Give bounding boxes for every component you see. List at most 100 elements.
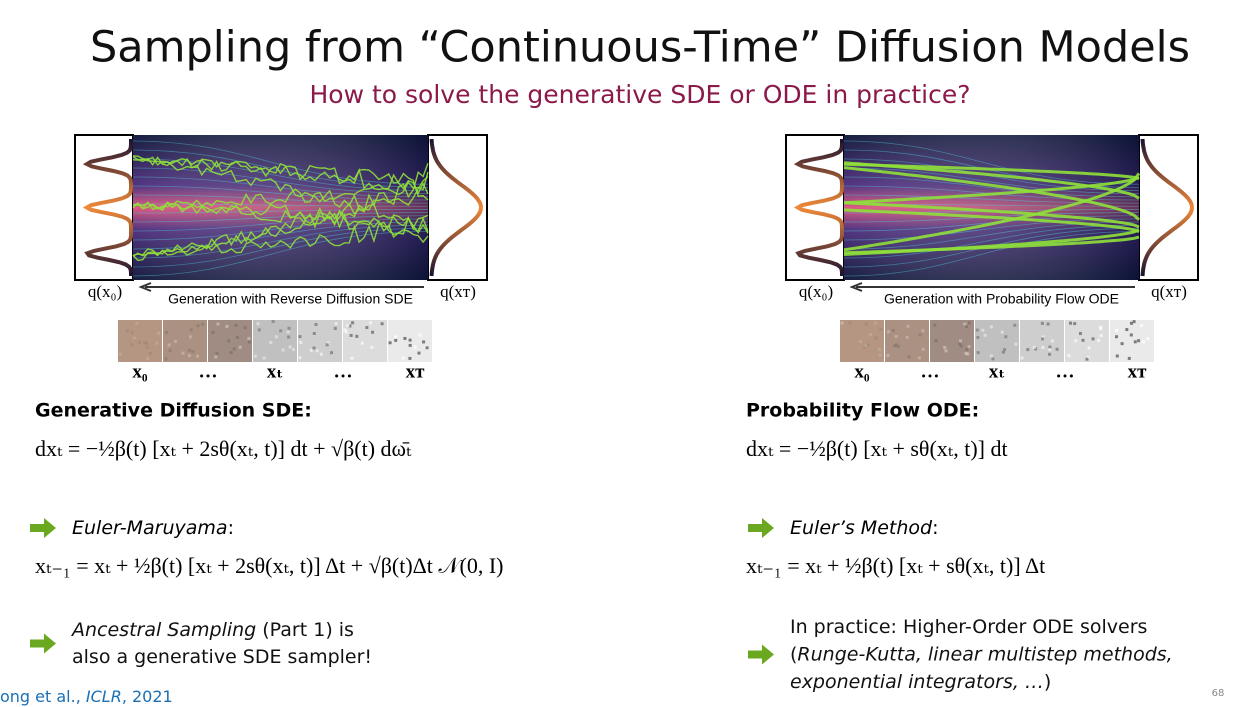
- sample-image: [118, 320, 162, 362]
- image-noise: [877, 347, 881, 351]
- image-noise: [1129, 333, 1133, 337]
- image-noise: [132, 336, 136, 340]
- image-noise: [976, 351, 980, 355]
- image-noise: [271, 320, 275, 324]
- image-noise: [145, 345, 149, 349]
- image-noise: [279, 329, 283, 333]
- image-noise: [1120, 342, 1124, 346]
- image-noise: [346, 324, 350, 328]
- image-noise: [1127, 356, 1131, 360]
- image-noise: [334, 322, 338, 326]
- stream-line: [132, 231, 429, 277]
- density-label: q(x₀): [799, 282, 833, 301]
- sample-path: [843, 235, 1140, 255]
- citation: ong et al., ICLR, 2021: [0, 687, 173, 706]
- image-noise: [413, 345, 417, 349]
- image-noise: [981, 328, 985, 332]
- sample-path: [843, 166, 1141, 221]
- image-noise: [319, 352, 323, 356]
- image-noise: [848, 321, 852, 325]
- image-noise: [235, 336, 239, 340]
- image-noise: [314, 323, 318, 327]
- image-noise: [325, 343, 329, 347]
- image-noise: [401, 356, 405, 360]
- strip-label: x₀: [132, 361, 148, 382]
- stream-line: [132, 227, 429, 268]
- image-noise: [891, 329, 895, 333]
- image-noise: [291, 348, 295, 352]
- stream-line: [132, 218, 429, 241]
- image-noise: [989, 354, 993, 358]
- image-noise: [274, 335, 278, 339]
- image-noise: [309, 348, 313, 352]
- bullet-arrow: [748, 518, 774, 538]
- image-noise: [298, 356, 302, 360]
- image-noise: [333, 326, 337, 330]
- image-noise: [118, 352, 122, 356]
- density-label: q(x₀): [88, 282, 122, 301]
- note-line: Ancestral Sampling (Part 1) is: [70, 619, 354, 641]
- sample-path: [132, 171, 429, 210]
- image-noise: [967, 345, 971, 349]
- image-noise: [895, 343, 899, 347]
- image-noise: [418, 333, 422, 337]
- image-noise: [934, 339, 938, 343]
- image-noise: [155, 341, 159, 345]
- image-noise: [326, 341, 330, 345]
- stream-line: [132, 140, 429, 185]
- image-noise: [1078, 332, 1082, 336]
- stream-line: [132, 194, 429, 204]
- image-noise: [1085, 357, 1089, 361]
- bullet-arrow: [30, 518, 56, 538]
- stream-line: [843, 167, 1140, 195]
- image-noise: [343, 328, 347, 332]
- image-noise: [905, 335, 909, 339]
- sample-path: [132, 155, 429, 195]
- update-equation: xₜ₋₁ = xₜ + ½β(t) [xₜ + 2sθ(xₜ, t)] Δt +…: [35, 553, 503, 578]
- image-noise: [380, 322, 384, 326]
- stream-line: [132, 185, 429, 201]
- image-noise: [351, 321, 355, 325]
- image-noise: [288, 345, 292, 349]
- section-heading: Generative Diffusion SDE:: [35, 400, 312, 422]
- text-segment: ICLR: [86, 687, 122, 706]
- image-noise: [1086, 355, 1090, 359]
- image-noise: [886, 353, 890, 357]
- image-noise: [125, 329, 129, 333]
- subtitle: How to solve the generative SDE or ODE i…: [310, 80, 971, 109]
- equation: dxₜ = −½β(t) [xₜ + sθ(xₜ, t)] dt: [746, 436, 1008, 461]
- figure-caption: Generation with Reverse Diffusion SDE: [168, 291, 413, 307]
- image-noise: [864, 322, 868, 326]
- strip-label: …: [921, 361, 940, 382]
- image-noise: [269, 340, 273, 344]
- image-noise: [408, 338, 412, 342]
- image-noise: [403, 336, 407, 340]
- sample-path: [132, 202, 429, 232]
- image-noise: [1032, 345, 1036, 349]
- text-segment: :: [932, 517, 938, 539]
- image-noise: [215, 351, 219, 355]
- method-name: Euler’s Method:: [790, 517, 938, 539]
- image-noise: [1003, 348, 1007, 352]
- stream-line: [132, 212, 429, 223]
- image-noise: [408, 356, 412, 360]
- image-noise: [975, 328, 979, 332]
- stream-line: [132, 176, 429, 198]
- image-noise: [299, 340, 303, 344]
- image-noise: [858, 339, 862, 343]
- image-noise: [191, 350, 195, 354]
- image-noise: [370, 345, 374, 349]
- image-noise: [344, 330, 348, 334]
- text-segment: (Part 1) is: [256, 619, 354, 641]
- sample-path: [132, 176, 429, 257]
- image-noise: [1129, 321, 1133, 325]
- image-noise: [360, 341, 364, 345]
- image-noise: [157, 331, 161, 335]
- image-noise: [1041, 346, 1045, 350]
- sample-path: [843, 175, 1140, 205]
- image-noise: [869, 332, 873, 336]
- image-noise: [906, 324, 910, 328]
- sample-path: [843, 172, 1141, 252]
- image-noise: [138, 340, 142, 344]
